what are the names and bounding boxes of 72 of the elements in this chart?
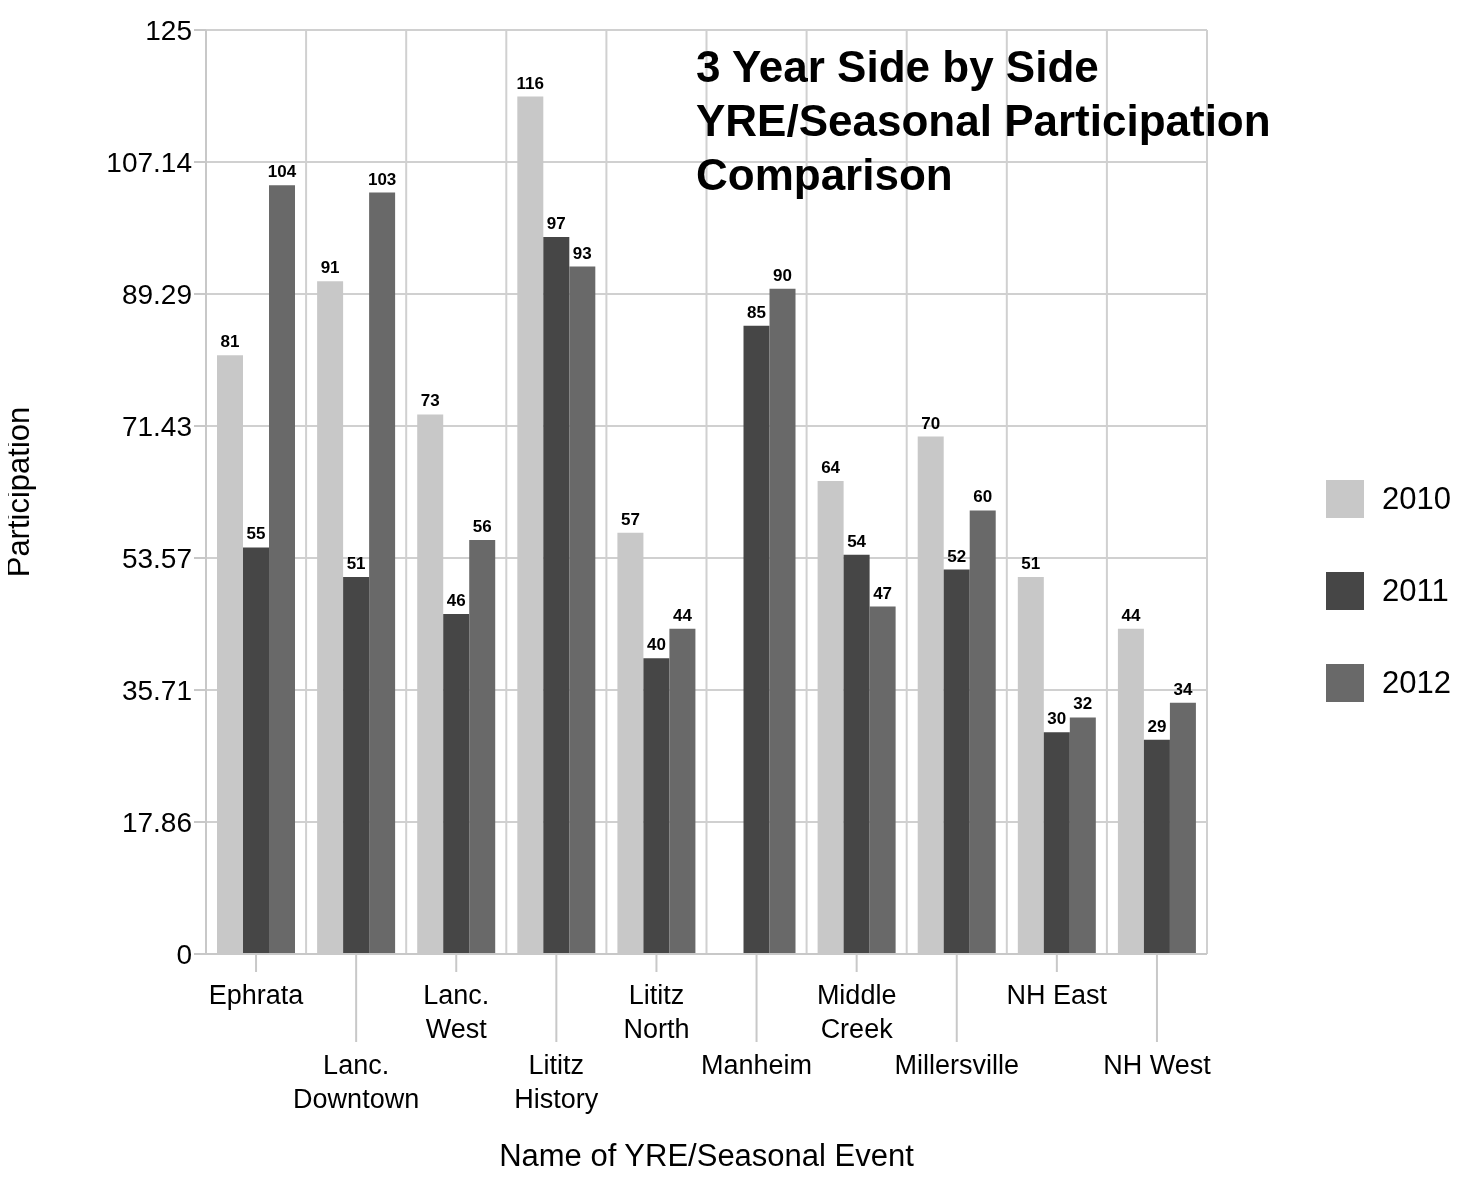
bar: [669, 628, 696, 954]
bar: [1069, 717, 1096, 954]
data-label: 104: [267, 162, 297, 182]
x-tick-label: NH East: [1006, 980, 1108, 1010]
x-tick-label: Middle Creek: [816, 980, 897, 1044]
data-label: 52: [947, 546, 967, 566]
y-tick-label: 107.14: [106, 146, 192, 178]
data-label: 47: [873, 583, 893, 603]
data-label: 73: [420, 391, 440, 411]
x-tick-label: Millersville: [894, 1050, 1020, 1080]
data-label: 93: [572, 243, 592, 263]
bar: [743, 325, 770, 954]
data-label: 30: [1047, 709, 1067, 729]
y-tick-label: 53.57: [121, 542, 192, 574]
x-tick-label: Lanc. West: [423, 980, 490, 1044]
bar: [969, 510, 996, 954]
bar: [843, 554, 870, 954]
y-tick-label: 17.86: [121, 806, 192, 838]
bar: [1043, 732, 1070, 954]
data-label: 55: [246, 524, 266, 544]
data-label: 103: [367, 169, 397, 189]
x-tick-label: Lititz North: [623, 980, 690, 1044]
x-tick-label: Manheim: [701, 1050, 813, 1080]
x-tick-label: NH West: [1103, 1050, 1212, 1080]
bar: [1169, 702, 1196, 954]
y-tick-label: 0: [176, 938, 192, 970]
bar: [369, 192, 396, 954]
data-label: 70: [921, 413, 941, 433]
data-label: 46: [446, 590, 466, 610]
data-label: 57: [620, 509, 640, 529]
data-label: 85: [747, 302, 766, 322]
data-label: 116: [516, 73, 545, 93]
data-label: 56: [472, 517, 492, 537]
bar: [443, 613, 470, 954]
bar: [769, 288, 796, 954]
data-label: 60: [973, 487, 993, 507]
x-tick-label: Lanc. Downtown: [293, 1050, 420, 1114]
data-label: 44: [1121, 605, 1141, 625]
data-label: 64: [821, 457, 841, 477]
data-label: 32: [1073, 694, 1093, 714]
data-label: 51: [346, 554, 366, 574]
bar: [469, 540, 496, 954]
bar: [1143, 739, 1170, 954]
data-label: 90: [773, 265, 792, 285]
data-label: 40: [646, 635, 666, 655]
legend-label: 2011: [1382, 573, 1449, 609]
x-tick-label: Lititz History: [514, 1050, 599, 1114]
data-label: 51: [1021, 554, 1041, 574]
y-tick-label: 125: [145, 14, 192, 46]
bar: [643, 658, 670, 954]
bar: [343, 577, 370, 954]
legend-label: 2010: [1382, 481, 1451, 517]
y-tick-label: 71.43: [121, 410, 192, 442]
bar: [569, 266, 596, 954]
bar: [269, 185, 296, 954]
text: 3 Year Side by Side YRE/Seasonal Participation Comparison: [696, 41, 1271, 201]
data-label: 34: [1173, 679, 1193, 699]
data-label: 54: [847, 531, 867, 551]
x-tick-label: Ephrata: [208, 980, 305, 1010]
data-label: 29: [1147, 716, 1167, 736]
legend-label: 2012: [1382, 665, 1451, 701]
data-label: 44: [672, 605, 693, 625]
y-tick-label: 89.29: [121, 278, 192, 310]
data-label: 91: [320, 258, 340, 278]
x-axis-title: Name of YRE/Seasonal Event: [499, 1138, 915, 1173]
y-tick-label: 35.71: [121, 674, 192, 706]
data-label: 81: [220, 332, 240, 352]
bar: [943, 569, 970, 954]
bar: [869, 606, 896, 954]
data-label: 97: [546, 213, 566, 233]
bar: [543, 236, 570, 954]
bar: [243, 547, 270, 954]
